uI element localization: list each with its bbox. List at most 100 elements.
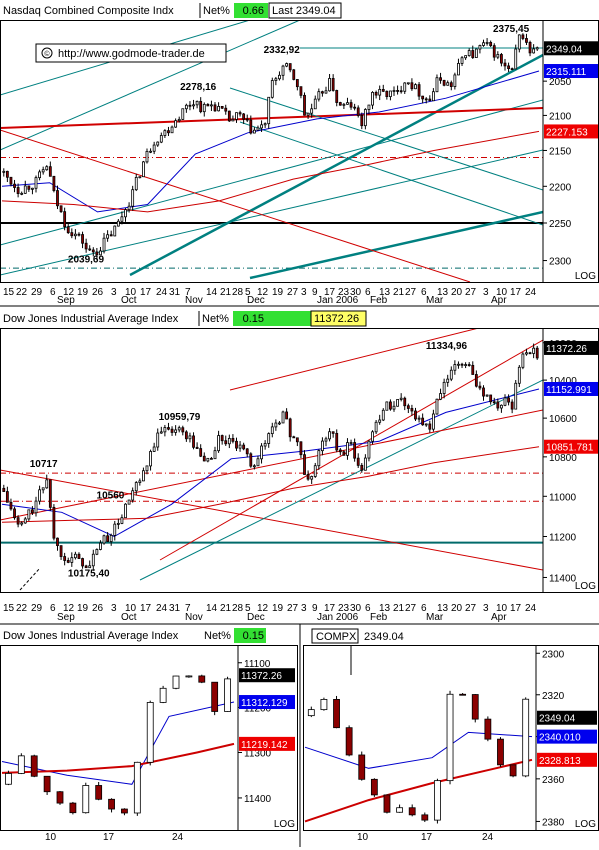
compx-candle-body: [509, 764, 517, 777]
dow-candle-body: [460, 363, 464, 366]
nasdaq-date-label: 15: [3, 287, 15, 298]
compx-date-label: 24: [482, 832, 494, 843]
nasdaq-date-label: 26: [92, 287, 104, 298]
nasdaq-candle-body: [299, 86, 303, 96]
nasdaq-candle-body: [496, 54, 500, 58]
watermark: © http://www.godmode-trader.de: [35, 43, 227, 63]
nasdaq-candle-body: [303, 94, 306, 116]
dow-candle-body: [381, 409, 385, 421]
dow-candle-body: [9, 501, 13, 510]
dow-candle-body: [263, 443, 267, 447]
dow-candle-body: [256, 458, 260, 467]
nasdaq-candle-body: [184, 104, 188, 110]
nasdaq-candle-body: [73, 233, 77, 237]
dow-candle-body: [52, 506, 56, 539]
compx-candle-body: [434, 780, 441, 821]
dow-small-moving-average-red: [1, 742, 235, 774]
compx-candle-body: [358, 754, 366, 780]
dow-date-label: 27: [287, 603, 299, 614]
dow-candle-body: [156, 432, 160, 448]
dow-title: Dow Jones Industrial Average Index: [3, 313, 179, 325]
dow-date-label: 13: [379, 603, 391, 614]
dow-annotation: 10175,40: [68, 569, 110, 580]
nasdaq-candle-body: [217, 105, 220, 112]
dow-date-label: 10: [125, 603, 137, 614]
dow-date-label: 29: [31, 603, 43, 614]
nasdaq-candle-body: [199, 100, 203, 113]
dow-small-candle-body: [198, 675, 206, 683]
dow-candle-body: [328, 431, 331, 440]
dow-candle-body: [206, 457, 210, 462]
dow-candle-body: [453, 364, 457, 371]
nasdaq-trend-line: [239, 121, 543, 226]
compx-candle-body: [459, 693, 467, 696]
dow-small-candle-body: [69, 802, 77, 814]
nasdaq-candle-body: [167, 130, 170, 134]
nasdaq-candle-body: [263, 123, 267, 126]
nasdaq-candle-body: [417, 84, 421, 97]
nasdaq-trend-line: [129, 53, 543, 277]
nasdaq-date-label: 24: [156, 287, 168, 298]
nasdaq-candle-body: [349, 102, 353, 108]
dow-y-tick-label: 10400: [549, 376, 577, 387]
dow-trend-line: [159, 339, 543, 561]
dow-price-flag-text: 10851.781: [546, 443, 594, 454]
nasdaq-date-label: 12: [257, 287, 269, 298]
nasdaq-candle-body: [510, 68, 514, 71]
dow-candle-body: [106, 535, 110, 542]
compx-candle-body: [484, 718, 492, 740]
nasdaq-month-label: Jan 2006: [317, 295, 359, 306]
nasdaq-candle-body: [77, 233, 81, 236]
dow-candle-body: [535, 347, 539, 359]
dow-small-candle-body: [5, 773, 12, 785]
compx-last-text: 2349.04: [364, 631, 404, 643]
dow-candle-body: [163, 427, 167, 433]
nasdaq-candle-body: [88, 248, 92, 251]
nasdaq-date-label: 22: [16, 287, 28, 298]
nasdaq-candle-body: [192, 104, 195, 107]
nasdaq-candle-body: [152, 144, 156, 152]
dow-candle-body: [313, 465, 317, 477]
dow-candle-body: [485, 394, 489, 397]
nasdaq-candle-body: [435, 77, 439, 93]
dow-small-header: Dow Jones Industrial Average Index Net% …: [3, 628, 266, 643]
dow-small-candle-body: [56, 791, 64, 804]
dow-candle-body: [199, 448, 203, 457]
nasdaq-candle-body: [474, 48, 478, 58]
dow-candle-body: [88, 565, 92, 569]
dow-candle-body: [238, 444, 242, 449]
dow-candle-body: [521, 353, 525, 368]
nasdaq-candle-body: [335, 90, 339, 103]
nasdaq-price-flag-last: [544, 41, 598, 56]
nasdaq-candle-body: [517, 34, 521, 50]
nasdaq-candle-body: [91, 249, 95, 253]
compx-price-flag-text: 2349.04: [539, 714, 576, 725]
nasdaq-date-label: 13: [437, 287, 449, 298]
dow-candle-body: [267, 433, 271, 444]
dow-small-price-flag-text: 11219.142: [241, 740, 288, 751]
dow-candle-body: [73, 553, 77, 559]
dow-candle-body: [56, 537, 59, 547]
nasdaq-candle-body: [467, 50, 471, 57]
dow-candle-body: [396, 399, 399, 407]
dow-date-label: 22: [16, 603, 28, 614]
nasdaq-candle-body: [485, 41, 489, 44]
nasdaq-y-tick-label: 2050: [549, 77, 572, 88]
nasdaq-candle-body: [149, 150, 152, 153]
nasdaq-candle-body: [403, 82, 407, 92]
dow-candle-body: [249, 453, 253, 467]
nasdaq-candle-body: [460, 57, 464, 64]
dow-price-flag-blue: [544, 381, 598, 396]
dow-candle-body: [500, 404, 503, 409]
nasdaq-candle-body: [13, 183, 16, 188]
dow-candle-body: [449, 369, 453, 380]
dow-candle-body: [184, 431, 188, 440]
nasdaq-price-flag-text: 2227.153: [546, 127, 588, 138]
dow-candle-body: [435, 398, 439, 415]
dow-date-label: 15: [3, 603, 15, 614]
dow-candle-body: [532, 347, 536, 354]
dow-candle-body: [113, 523, 117, 536]
dow-date-label: 19: [272, 603, 284, 614]
nasdaq-candle-body: [113, 225, 117, 237]
watermark-box: [35, 43, 227, 63]
